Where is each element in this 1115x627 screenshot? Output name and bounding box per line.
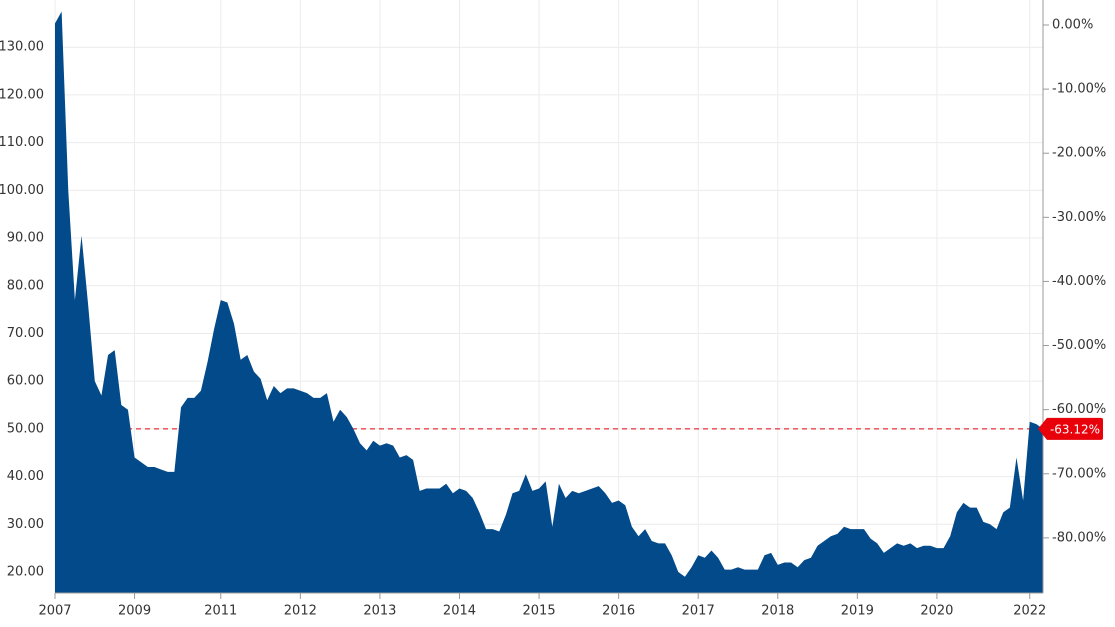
x-tick-label: 2019 — [841, 604, 874, 619]
y2-tick-label: -60.00% — [1052, 402, 1106, 417]
x-tick-label: 2015 — [523, 604, 556, 619]
y2-tick-label: 0.00% — [1052, 18, 1093, 33]
x-tick-label: 2013 — [363, 604, 396, 619]
y2-tick-label: -20.00% — [1052, 146, 1106, 161]
reference-label: -63.12% — [1050, 422, 1100, 436]
y-tick-label: 110.00 — [0, 135, 44, 150]
y2-tick-label: -70.00% — [1052, 466, 1106, 481]
y-tick-label: 130.00 — [0, 40, 44, 55]
y2-tick-label: -40.00% — [1052, 274, 1106, 289]
y2-tick-label: -30.00% — [1052, 210, 1106, 225]
x-tick-label: 2009 — [118, 604, 151, 619]
x-tick-label: 2018 — [761, 604, 794, 619]
x-tick-label: 2014 — [443, 604, 476, 619]
area — [55, 11, 1043, 593]
y-tick-label: 30.00 — [7, 517, 44, 532]
x-tick-label: 2011 — [204, 604, 237, 619]
x-tick-label: 2022 — [1013, 604, 1046, 619]
y2-tick-label: -80.00% — [1052, 530, 1106, 545]
y-tick-label: 120.00 — [0, 87, 44, 102]
y2-tick-label: -50.00% — [1052, 338, 1106, 353]
y-tick-label: 90.00 — [7, 231, 44, 246]
y2-tick-label: -10.00% — [1052, 82, 1106, 97]
x-tick-label: 2017 — [682, 604, 715, 619]
y-tick-label: 80.00 — [7, 278, 44, 293]
y-tick-label: 70.00 — [7, 326, 44, 341]
y-tick-label: 100.00 — [0, 183, 44, 198]
x-tick-label: 2016 — [602, 604, 635, 619]
reference-badge — [1038, 417, 1103, 440]
y-tick-label: 20.00 — [7, 565, 44, 580]
x-tick-label: 2007 — [38, 604, 71, 619]
x-tick-label: 2012 — [284, 604, 317, 619]
y-tick-label: 50.00 — [7, 421, 44, 436]
y-tick-label: 40.00 — [7, 469, 44, 484]
y-tick-label: 60.00 — [7, 374, 44, 389]
x-tick-label: 2020 — [920, 604, 953, 619]
